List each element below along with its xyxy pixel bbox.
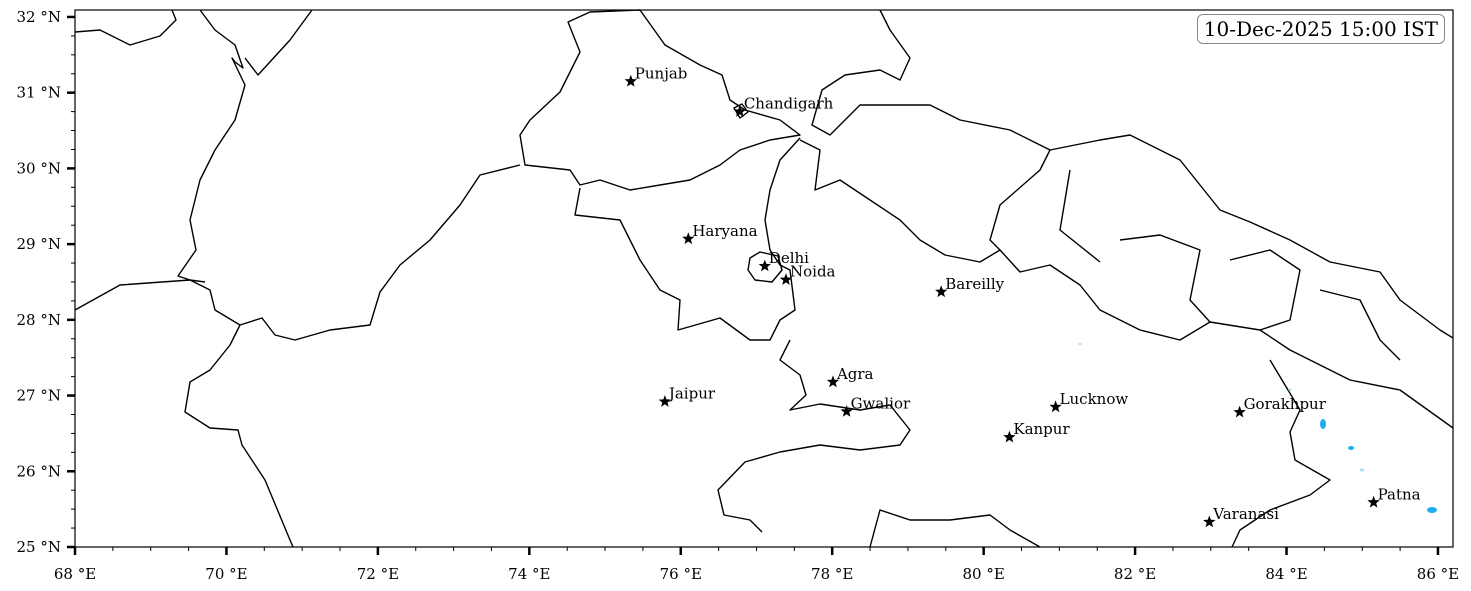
city-jaipur: Jaipur (658, 385, 716, 407)
lon-tick-label: 80 °E (962, 565, 1004, 583)
city-label: Jaipur (667, 385, 716, 403)
boundary-up-bihar (1231, 359, 1331, 548)
star-marker-icon (1367, 495, 1380, 508)
city-gorakhpur: Gorakhpur (1233, 395, 1327, 418)
lat-tick-label: 28 °N (17, 311, 61, 329)
city-label: Lucknow (1060, 390, 1129, 408)
lat-tick-label: 26 °N (17, 462, 61, 480)
lat-tick-label: 29 °N (17, 235, 61, 253)
lat-tick-label: 25 °N (17, 538, 61, 556)
lon-tick-label: 86 °E (1417, 565, 1459, 583)
star-marker-icon (1049, 400, 1062, 413)
lon-tick-label: 74 °E (508, 565, 550, 583)
city-kanpur: Kanpur (1003, 420, 1070, 443)
star-marker-icon (826, 375, 840, 388)
city-label: Varanasi (1212, 505, 1279, 523)
boundary-uttarakhand (799, 139, 1454, 429)
timestamp-label: 10-Dec-2025 15:00 IST (1196, 14, 1445, 44)
city-label: Haryana (692, 222, 757, 240)
lon-tick-label: 84 °E (1265, 565, 1307, 583)
boundary-tibet (811, 9, 1051, 251)
star-marker-icon (624, 74, 637, 87)
city-gwalior: Gwalior (840, 394, 911, 417)
lon-tick-label: 76 °E (660, 565, 702, 583)
lon-tick-label: 78 °E (811, 565, 853, 583)
boundary-nepal-north (1049, 134, 1454, 339)
boundary-india-pakistan (184, 164, 521, 548)
lat-tick-label: 31 °N (17, 84, 61, 102)
city-haryana: Haryana (682, 222, 758, 245)
city-label: Punjab (635, 64, 688, 82)
star-marker-icon (733, 105, 746, 117)
boundary-pakistan-north (177, 9, 246, 283)
city-label: Gwalior (851, 394, 911, 412)
boundary-pakistan-west (244, 9, 313, 76)
precipitation (1078, 343, 1437, 513)
city-label: Chandigarh (744, 95, 834, 113)
star-marker-icon (779, 273, 793, 285)
city-agra: Agra (826, 365, 874, 388)
lat-tick-label: 27 °N (17, 387, 61, 405)
lon-tick-label: 82 °E (1114, 565, 1156, 583)
city-patna: Patna (1367, 485, 1421, 508)
lat-tick-label: 30 °N (17, 159, 61, 177)
lon-tick-label: 70 °E (205, 565, 247, 583)
boundary-haryana (574, 137, 801, 341)
star-marker-icon (658, 395, 671, 407)
city-label: Patna (1378, 485, 1421, 503)
lon-tick-label: 72 °E (357, 565, 399, 583)
city-noida: Noida (779, 263, 836, 285)
star-marker-icon (682, 232, 695, 245)
boundary-punjab (519, 9, 801, 191)
axes: 68 °E 70 °E 72 °E 74 °E 76 °E 78 °E 80 °E 82 °E… (17, 8, 1460, 583)
city-label: Gorakhpur (1244, 395, 1327, 413)
boundaries (74, 9, 1454, 548)
boundary-delhi (747, 251, 783, 283)
map-frame (74, 9, 1454, 548)
star-marker-icon (1203, 515, 1216, 528)
city-label: Delhi (769, 249, 809, 267)
city-delhi: Delhi (758, 249, 809, 272)
city-lucknow: Lucknow (1049, 390, 1129, 413)
city-varanasi: Varanasi (1203, 505, 1279, 528)
city-label: Noida (790, 263, 836, 281)
city-punjab: Punjab (624, 64, 688, 87)
city-label: Bareilly (945, 275, 1004, 293)
star-marker-icon (935, 285, 948, 298)
lon-tick-label: 68 °E (54, 565, 96, 583)
city-bareilly: Bareilly (935, 275, 1005, 298)
city-chandigarh: Chandigarh (733, 95, 834, 117)
boundary-up-mp-south (869, 509, 1041, 548)
boundary-up-mp (717, 339, 911, 533)
star-marker-icon (840, 405, 853, 417)
star-marker-icon (1233, 405, 1246, 418)
lat-tick-label: 32 °N (17, 8, 61, 26)
star-marker-icon (758, 259, 771, 272)
boundary-nepal-internal (1059, 169, 1401, 361)
city-label: Agra (836, 365, 874, 383)
star-marker-icon (1003, 430, 1016, 443)
boundary-nw (74, 9, 177, 46)
boundary-sindh (74, 279, 241, 326)
city-label: Kanpur (1013, 420, 1070, 438)
